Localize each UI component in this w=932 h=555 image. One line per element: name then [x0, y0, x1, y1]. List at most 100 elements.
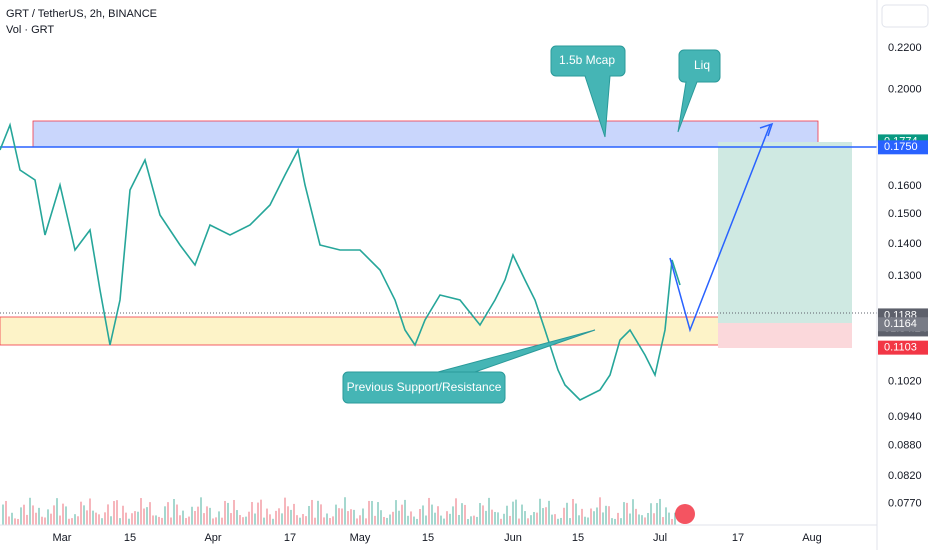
volume-bar	[512, 501, 514, 525]
price-tag	[878, 340, 928, 355]
volume-bar	[638, 514, 640, 525]
volume-bar	[395, 500, 397, 525]
volume-bar	[116, 500, 118, 525]
volume-bar	[146, 507, 148, 525]
volume-bar	[305, 516, 307, 525]
callout	[342, 329, 596, 404]
volume-bar	[176, 504, 178, 525]
volume-bar	[8, 516, 10, 525]
volume-bar	[347, 511, 349, 525]
volume-bar	[191, 506, 193, 525]
price-tick-label: 0.0770	[888, 498, 922, 510]
volume-bar	[593, 511, 595, 525]
projection-arrow	[669, 124, 771, 333]
long-target-box	[718, 142, 852, 323]
volume-bar	[80, 501, 82, 525]
volume-bar	[401, 504, 403, 525]
volume-bar	[290, 509, 292, 525]
volume-bar	[497, 512, 499, 525]
volume-bar	[164, 506, 166, 525]
volume-bar	[671, 518, 673, 525]
time-label: Jul	[653, 532, 667, 544]
volume-bar	[2, 504, 4, 525]
volume-bar	[503, 513, 505, 525]
volume-bar	[215, 517, 217, 525]
volume-bar	[509, 515, 511, 525]
volume-bar	[629, 513, 631, 525]
volume-bar	[620, 518, 622, 525]
volume-bar	[452, 506, 454, 525]
volume-bar	[371, 500, 373, 525]
volume-bar	[287, 506, 289, 525]
time-label: Mar	[53, 532, 72, 544]
volume-bar	[575, 503, 577, 525]
volume-bar	[605, 505, 607, 525]
volume-bar	[281, 513, 283, 525]
volume-bar	[284, 497, 286, 525]
volume-bar	[386, 517, 388, 525]
volume-bar	[185, 518, 187, 525]
volume-bar	[278, 508, 280, 525]
volume-bar	[173, 499, 175, 525]
volume-bar	[308, 505, 310, 525]
volume-bar	[392, 511, 394, 525]
price-tag-label: 0.1103	[884, 342, 917, 354]
price-tag	[878, 140, 928, 155]
price-tick-label: 0.0820	[888, 470, 922, 482]
volume-bar	[5, 500, 7, 525]
volume-bar	[548, 500, 550, 525]
volume-bar	[131, 513, 133, 525]
volume-bar	[137, 511, 139, 525]
volume-bar	[275, 510, 277, 525]
volume-bar	[311, 499, 313, 525]
volume-bar	[407, 515, 409, 525]
volume-bar	[272, 518, 274, 525]
volume-bar	[341, 508, 343, 525]
volume-bar	[113, 501, 115, 525]
volume-bar	[482, 505, 484, 525]
time-label: Jun	[504, 532, 522, 544]
volume-bar	[74, 514, 76, 525]
volume-bar	[182, 510, 184, 525]
event-icon[interactable]	[675, 504, 695, 524]
volume-bar	[563, 507, 565, 525]
volume-bar	[569, 518, 571, 525]
volume-bar	[428, 497, 430, 525]
volume-bar	[539, 498, 541, 525]
volume-bar	[644, 517, 646, 525]
volume-bar	[263, 517, 265, 525]
volume-bar	[377, 502, 379, 525]
volume-bar	[326, 513, 328, 525]
volume-bar	[119, 518, 121, 525]
volume-bar	[611, 518, 613, 525]
volume-bar	[110, 516, 112, 525]
volume-bar	[521, 504, 523, 525]
volume-bar	[527, 518, 529, 525]
volume-bar	[47, 509, 49, 525]
time-label: May	[350, 532, 371, 544]
volume-bar	[71, 518, 73, 525]
volume-bar	[653, 513, 655, 525]
volume-bar	[239, 515, 241, 525]
volume-bar	[665, 507, 667, 525]
price-tick-label: 0.0940	[888, 411, 922, 423]
volume-bar	[293, 503, 295, 525]
volume-bar	[98, 514, 100, 525]
volume-bar	[557, 518, 559, 525]
volume-bar	[32, 505, 34, 525]
volume-bar	[329, 518, 331, 525]
volume-bar	[656, 503, 658, 525]
volume-bar	[674, 512, 676, 525]
volume-bar	[461, 503, 463, 525]
volume-bar	[614, 518, 616, 525]
volume-bar	[524, 511, 526, 525]
volume-bar	[545, 507, 547, 525]
settings-button[interactable]	[881, 4, 929, 28]
volume-bar	[101, 518, 103, 525]
volume-bar	[473, 515, 475, 525]
volume-bar	[65, 506, 67, 525]
time-label: 17	[732, 532, 744, 544]
volume-bar	[26, 514, 28, 525]
callout	[550, 45, 626, 138]
volume-bar	[659, 498, 661, 525]
